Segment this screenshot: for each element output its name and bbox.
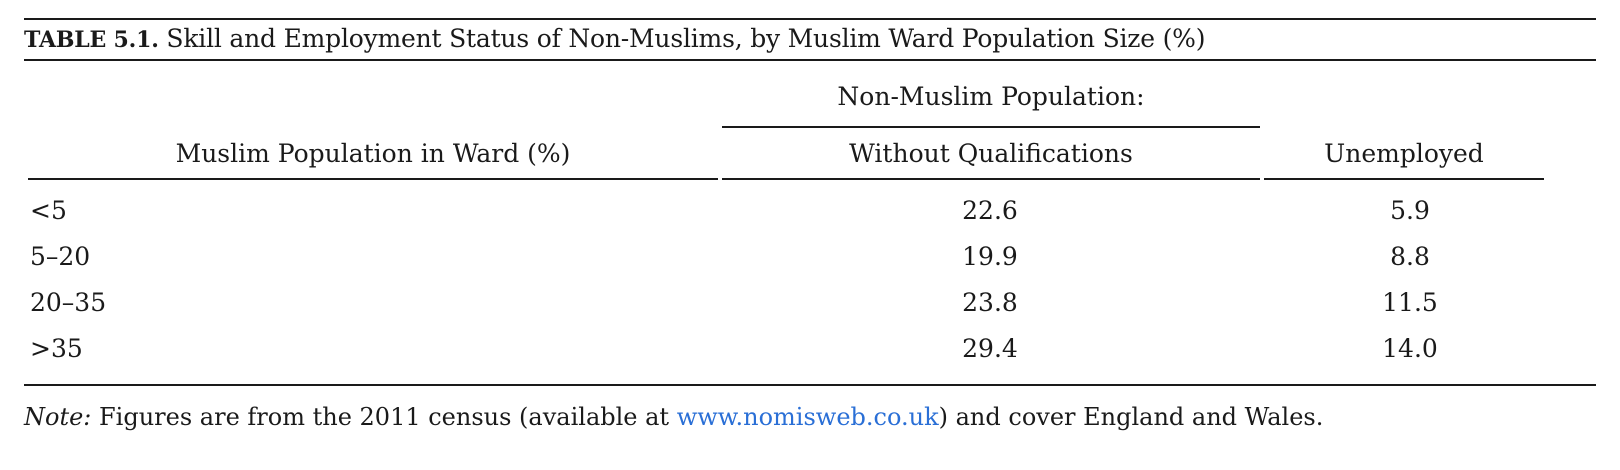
col-header-without-qualifications: Without Qualifications <box>849 139 1133 168</box>
note-text-before: Figures are from the 2011 census (availa… <box>91 403 677 431</box>
cell-ward-range: >35 <box>30 334 83 363</box>
cell-without-qualifications: 29.4 <box>962 334 1018 363</box>
group-header: Non-Muslim Population: <box>837 82 1145 111</box>
cell-without-qualifications: 22.6 <box>962 196 1018 225</box>
cell-unemployed: 14.0 <box>1382 334 1438 363</box>
note-text-after: ) and cover England and Wales. <box>938 403 1324 431</box>
header-rule-col1 <box>28 178 718 180</box>
table-note: Note: Figures are from the 2011 census (… <box>24 403 1323 431</box>
cell-ward-range: <5 <box>30 196 67 225</box>
header-rule-col3 <box>1264 178 1544 180</box>
cell-without-qualifications: 19.9 <box>962 242 1018 271</box>
col-header-unemployed: Unemployed <box>1324 139 1484 168</box>
cell-unemployed: 5.9 <box>1390 196 1430 225</box>
cell-ward-range: 5–20 <box>30 242 91 271</box>
cell-without-qualifications: 23.8 <box>962 288 1018 317</box>
caption-bottom-rule <box>24 59 1596 61</box>
cell-unemployed: 8.8 <box>1390 242 1430 271</box>
col-header-muslim-population: Muslim Population in Ward (%) <box>175 139 571 168</box>
header-rule-col2 <box>722 178 1260 180</box>
table-top-rule <box>24 18 1596 20</box>
table-caption: TABLE 5.1. Skill and Employment Status o… <box>24 24 1205 53</box>
group-header-rule <box>722 126 1260 128</box>
cell-ward-range: 20–35 <box>30 288 107 317</box>
cell-unemployed: 11.5 <box>1382 288 1438 317</box>
table-caption-label: TABLE 5.1. <box>24 27 159 53</box>
note-link[interactable]: www.nomisweb.co.uk <box>676 403 939 431</box>
table-bottom-rule <box>24 384 1596 386</box>
table-caption-title: Skill and Employment Status of Non-Musli… <box>166 24 1206 53</box>
note-label: Note: <box>24 403 92 431</box>
